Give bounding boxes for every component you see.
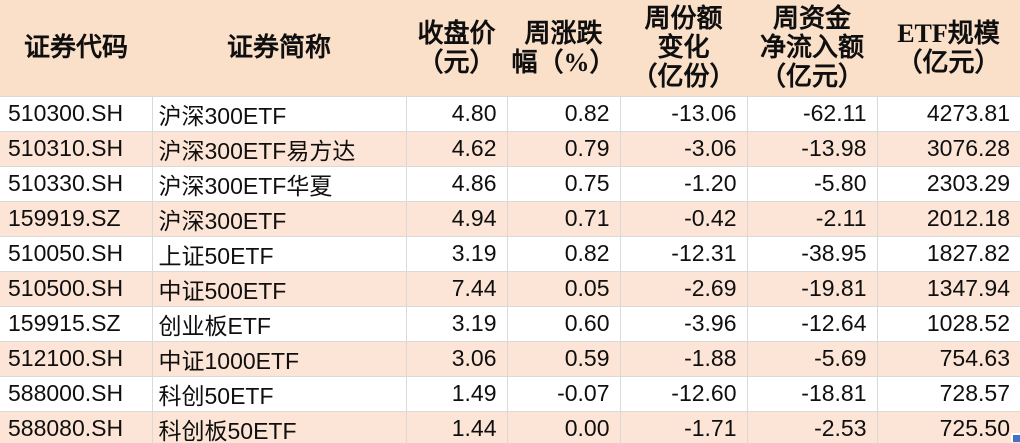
- column-header-close-price[interactable]: 收盘价 （元）: [406, 0, 507, 97]
- cell-weekly-change[interactable]: 0.71: [507, 201, 621, 237]
- cell-share-change[interactable]: -1.88: [620, 341, 748, 377]
- cell-net-inflow[interactable]: -19.81: [747, 271, 878, 307]
- cell-weekly-change[interactable]: 0.60: [507, 306, 621, 342]
- cell-code[interactable]: 159919.SZ: [0, 201, 153, 237]
- cell-name[interactable]: 上证50ETF: [152, 236, 407, 272]
- fill-handle[interactable]: [1011, 433, 1020, 442]
- table-row: 510310.SH 沪深300ETF易方达 4.62 0.79 -3.06 -13.98 3…: [0, 131, 1020, 167]
- cell-name[interactable]: 科创板50ETF: [152, 411, 407, 443]
- cell-etf-scale[interactable]: 2012.18: [877, 201, 1020, 237]
- table-row: 510500.SH 中证500ETF 7.44 0.05 -2.69 -19.81 1347…: [0, 271, 1020, 307]
- cell-close-price[interactable]: 4.62: [406, 131, 508, 167]
- table-row: 159915.SZ 创业板ETF 3.19 0.60 -3.96 -12.64 1028.5…: [0, 306, 1020, 342]
- cell-net-inflow[interactable]: -5.80: [747, 166, 878, 202]
- cell-name[interactable]: 科创50ETF: [152, 376, 407, 412]
- column-header-share-change[interactable]: 周份额 变化 （亿份）: [620, 0, 747, 97]
- cell-share-change[interactable]: -3.96: [620, 306, 748, 342]
- cell-etf-scale[interactable]: 1347.94: [877, 271, 1020, 307]
- cell-share-change[interactable]: -12.31: [620, 236, 748, 272]
- cell-net-inflow[interactable]: -13.98: [747, 131, 878, 167]
- table-row: 510050.SH 上证50ETF 3.19 0.82 -12.31 -38.95 1827…: [0, 236, 1020, 272]
- cell-net-inflow[interactable]: -5.69: [747, 341, 878, 377]
- table-row: 588080.SH 科创板50ETF 1.44 0.00 -1.71 -2.53 725.5…: [0, 411, 1020, 443]
- cell-etf-scale[interactable]: 1827.82: [877, 236, 1020, 272]
- table-row: 510330.SH 沪深300ETF华夏 4.86 0.75 -1.20 -5.80 230…: [0, 166, 1020, 202]
- cell-etf-scale[interactable]: 725.50: [877, 411, 1020, 443]
- column-header-net-inflow[interactable]: 周资金 净流入额 （亿元）: [747, 0, 877, 97]
- cell-name[interactable]: 中证1000ETF: [152, 341, 407, 377]
- cell-share-change[interactable]: -12.60: [620, 376, 748, 412]
- cell-share-change[interactable]: -13.06: [620, 96, 748, 132]
- cell-weekly-change[interactable]: -0.07: [507, 376, 621, 412]
- column-header-name[interactable]: 证券简称: [152, 0, 406, 97]
- cell-net-inflow[interactable]: -2.11: [747, 201, 878, 237]
- table-row: 510300.SH 沪深300ETF 4.80 0.82 -13.06 -62.11 427…: [0, 96, 1020, 132]
- cell-weekly-change[interactable]: 0.82: [507, 236, 621, 272]
- cell-close-price[interactable]: 4.80: [406, 96, 508, 132]
- cell-close-price[interactable]: 7.44: [406, 271, 508, 307]
- cell-net-inflow[interactable]: -2.53: [747, 411, 878, 443]
- cell-close-price[interactable]: 4.86: [406, 166, 508, 202]
- cell-net-inflow[interactable]: -18.81: [747, 376, 878, 412]
- cell-net-inflow[interactable]: -38.95: [747, 236, 878, 272]
- cell-weekly-change[interactable]: 0.75: [507, 166, 621, 202]
- cell-share-change[interactable]: -1.20: [620, 166, 748, 202]
- cell-etf-scale[interactable]: 754.63: [877, 341, 1020, 377]
- column-header-etf-scale[interactable]: ETF规模 （亿元）: [877, 0, 1020, 97]
- cell-share-change[interactable]: -0.42: [620, 201, 748, 237]
- cell-close-price[interactable]: 4.94: [406, 201, 508, 237]
- cell-weekly-change[interactable]: 0.82: [507, 96, 621, 132]
- cell-code[interactable]: 510050.SH: [0, 236, 153, 272]
- cell-close-price[interactable]: 3.06: [406, 341, 508, 377]
- cell-name[interactable]: 沪深300ETF: [152, 96, 407, 132]
- cell-etf-scale[interactable]: 728.57: [877, 376, 1020, 412]
- table-row: 159919.SZ 沪深300ETF 4.94 0.71 -0.42 -2.11 2012.…: [0, 201, 1020, 237]
- cell-close-price[interactable]: 3.19: [406, 236, 508, 272]
- table-row: 588000.SH 科创50ETF 1.49 -0.07 -12.60 -18.81 728…: [0, 376, 1020, 412]
- cell-name[interactable]: 沪深300ETF华夏: [152, 166, 407, 202]
- cell-code[interactable]: 510300.SH: [0, 96, 153, 132]
- cell-share-change[interactable]: -2.69: [620, 271, 748, 307]
- cell-code[interactable]: 588080.SH: [0, 411, 153, 443]
- cell-code[interactable]: 510500.SH: [0, 271, 153, 307]
- cell-code[interactable]: 512100.SH: [0, 341, 153, 377]
- cell-name[interactable]: 中证500ETF: [152, 271, 407, 307]
- cell-weekly-change[interactable]: 0.59: [507, 341, 621, 377]
- cell-share-change[interactable]: -1.71: [620, 411, 748, 443]
- header-row: 证券代码 证券简称 收盘价 （元） 周涨跌 幅（%） 周份额 变化 （亿份） 周…: [0, 0, 1020, 97]
- cell-close-price[interactable]: 3.19: [406, 306, 508, 342]
- cell-etf-scale[interactable]: 1028.52: [877, 306, 1020, 342]
- cell-close-price[interactable]: 1.49: [406, 376, 508, 412]
- cell-etf-scale[interactable]: 2303.29: [877, 166, 1020, 202]
- cell-weekly-change[interactable]: 0.05: [507, 271, 621, 307]
- cell-weekly-change[interactable]: 0.79: [507, 131, 621, 167]
- cell-weekly-change[interactable]: 0.00: [507, 411, 621, 443]
- cell-etf-scale[interactable]: 4273.81: [877, 96, 1020, 132]
- cell-code[interactable]: 510330.SH: [0, 166, 153, 202]
- cell-name[interactable]: 沪深300ETF: [152, 201, 407, 237]
- cell-code[interactable]: 159915.SZ: [0, 306, 153, 342]
- cell-code[interactable]: 588000.SH: [0, 376, 153, 412]
- column-header-code[interactable]: 证券代码: [0, 0, 152, 97]
- table-body: 510300.SH 沪深300ETF 4.80 0.82 -13.06 -62.11 427…: [0, 96, 1020, 443]
- cell-etf-scale[interactable]: 3076.28: [877, 131, 1020, 167]
- cell-share-change[interactable]: -3.06: [620, 131, 748, 167]
- cell-name[interactable]: 沪深300ETF易方达: [152, 131, 407, 167]
- cell-net-inflow[interactable]: -12.64: [747, 306, 878, 342]
- cell-close-price[interactable]: 1.44: [406, 411, 508, 443]
- cell-net-inflow[interactable]: -62.11: [747, 96, 878, 132]
- column-header-weekly-change[interactable]: 周涨跌 幅（%）: [507, 0, 620, 97]
- cell-name[interactable]: 创业板ETF: [152, 306, 407, 342]
- cell-code[interactable]: 510310.SH: [0, 131, 153, 167]
- table-row: 512100.SH 中证1000ETF 3.06 0.59 -1.88 -5.69 754.…: [0, 341, 1020, 377]
